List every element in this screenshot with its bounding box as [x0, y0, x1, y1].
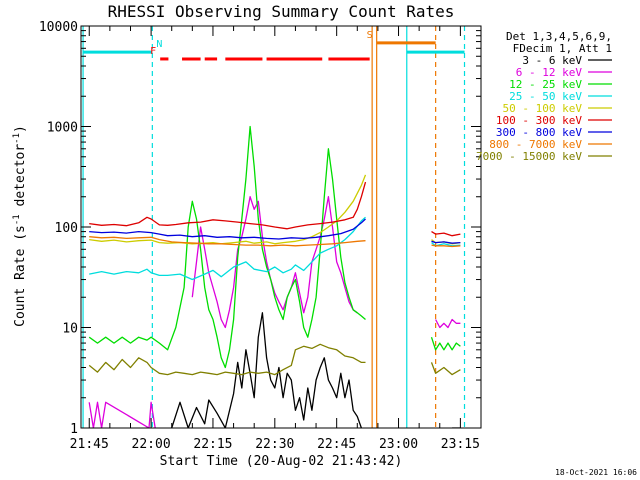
y-axis-label-part: detector — [13, 144, 28, 215]
x-tick-label: 23:00 — [379, 437, 418, 452]
legend-label: 100 - 300 keV — [496, 114, 582, 127]
series-line — [88, 343, 366, 376]
series-line — [89, 236, 366, 247]
y-tick-label: 1 — [70, 422, 78, 437]
y-axis-label-sup: -1 — [12, 214, 22, 225]
chart-title: RHESSI Observing Summary Count Rates — [108, 2, 455, 21]
series-line — [89, 181, 367, 230]
y-axis-label: Count Rate (s-1 detector-1) — [12, 125, 28, 327]
y-axis-label-part: ) — [13, 125, 28, 133]
series-line — [431, 244, 461, 248]
plot-frame — [80, 25, 482, 429]
timestamp-stamp: 18-Oct-2021 16:06 — [555, 468, 637, 477]
y-tick-label: 10000 — [39, 20, 78, 35]
x-axis: 21:45 22:00 22:15 22:30 22:45 23:00 23:15 — [70, 26, 482, 452]
legend-label: 50 - 100 keV — [503, 102, 583, 115]
legend-label: 12 - 25 keV — [509, 78, 582, 91]
flag-label: S — [367, 30, 373, 41]
series-line — [191, 196, 358, 329]
series-line — [89, 174, 367, 245]
series-line — [88, 125, 366, 369]
plot-area: NF S — [80, 25, 482, 429]
series-line — [430, 362, 461, 376]
series-line — [435, 318, 461, 329]
series-line — [88, 401, 156, 428]
flag-label: F — [150, 46, 156, 57]
y-tick-label: 100 — [55, 221, 78, 236]
legend-label: 25 - 50 keV — [509, 90, 582, 103]
y-tick-label: 1000 — [47, 121, 78, 136]
legend-label: 800 - 7000 keV — [489, 138, 582, 151]
series-line — [431, 242, 461, 247]
legend: Det 1,3,4,5,6,9, FDecim 1, Att 1 3 - 6 k… — [476, 30, 612, 163]
y-axis-label-sup: -1 — [12, 133, 22, 144]
legend-header: Det 1,3,4,5,6,9, — [506, 30, 612, 43]
series-line — [89, 216, 366, 281]
y-axis-label-part: Count Rate (s — [13, 225, 28, 327]
x-tick-label: 22:15 — [193, 437, 232, 452]
series-line — [430, 336, 461, 351]
x-tick-label: 22:45 — [317, 437, 356, 452]
x-tick-label: 21:45 — [70, 437, 109, 452]
x-tick-label: 22:00 — [132, 437, 171, 452]
legend-label: 3 - 6 keV — [522, 54, 582, 67]
x-tick-label: 22:30 — [255, 437, 294, 452]
legend-label: 300 - 800 keV — [496, 126, 582, 139]
series-line — [431, 231, 461, 237]
x-tick-label: 23:15 — [441, 437, 480, 452]
series-line — [89, 218, 366, 240]
x-axis-label: Start Time (20-Aug-02 21:43:42) — [160, 454, 403, 469]
legend-label: 7000 - 15000 keV — [476, 150, 582, 163]
legend-header: FDecim 1, Att 1 — [513, 42, 612, 55]
plot-inner — [82, 26, 466, 428]
y-axis: 1 10 100 1000 10000 — [39, 20, 481, 437]
series-line — [431, 240, 461, 244]
legend-label: 6 - 12 keV — [516, 66, 583, 79]
y-tick-label: 10 — [62, 322, 78, 337]
flag-label: N — [156, 39, 162, 50]
series-line — [171, 312, 363, 428]
